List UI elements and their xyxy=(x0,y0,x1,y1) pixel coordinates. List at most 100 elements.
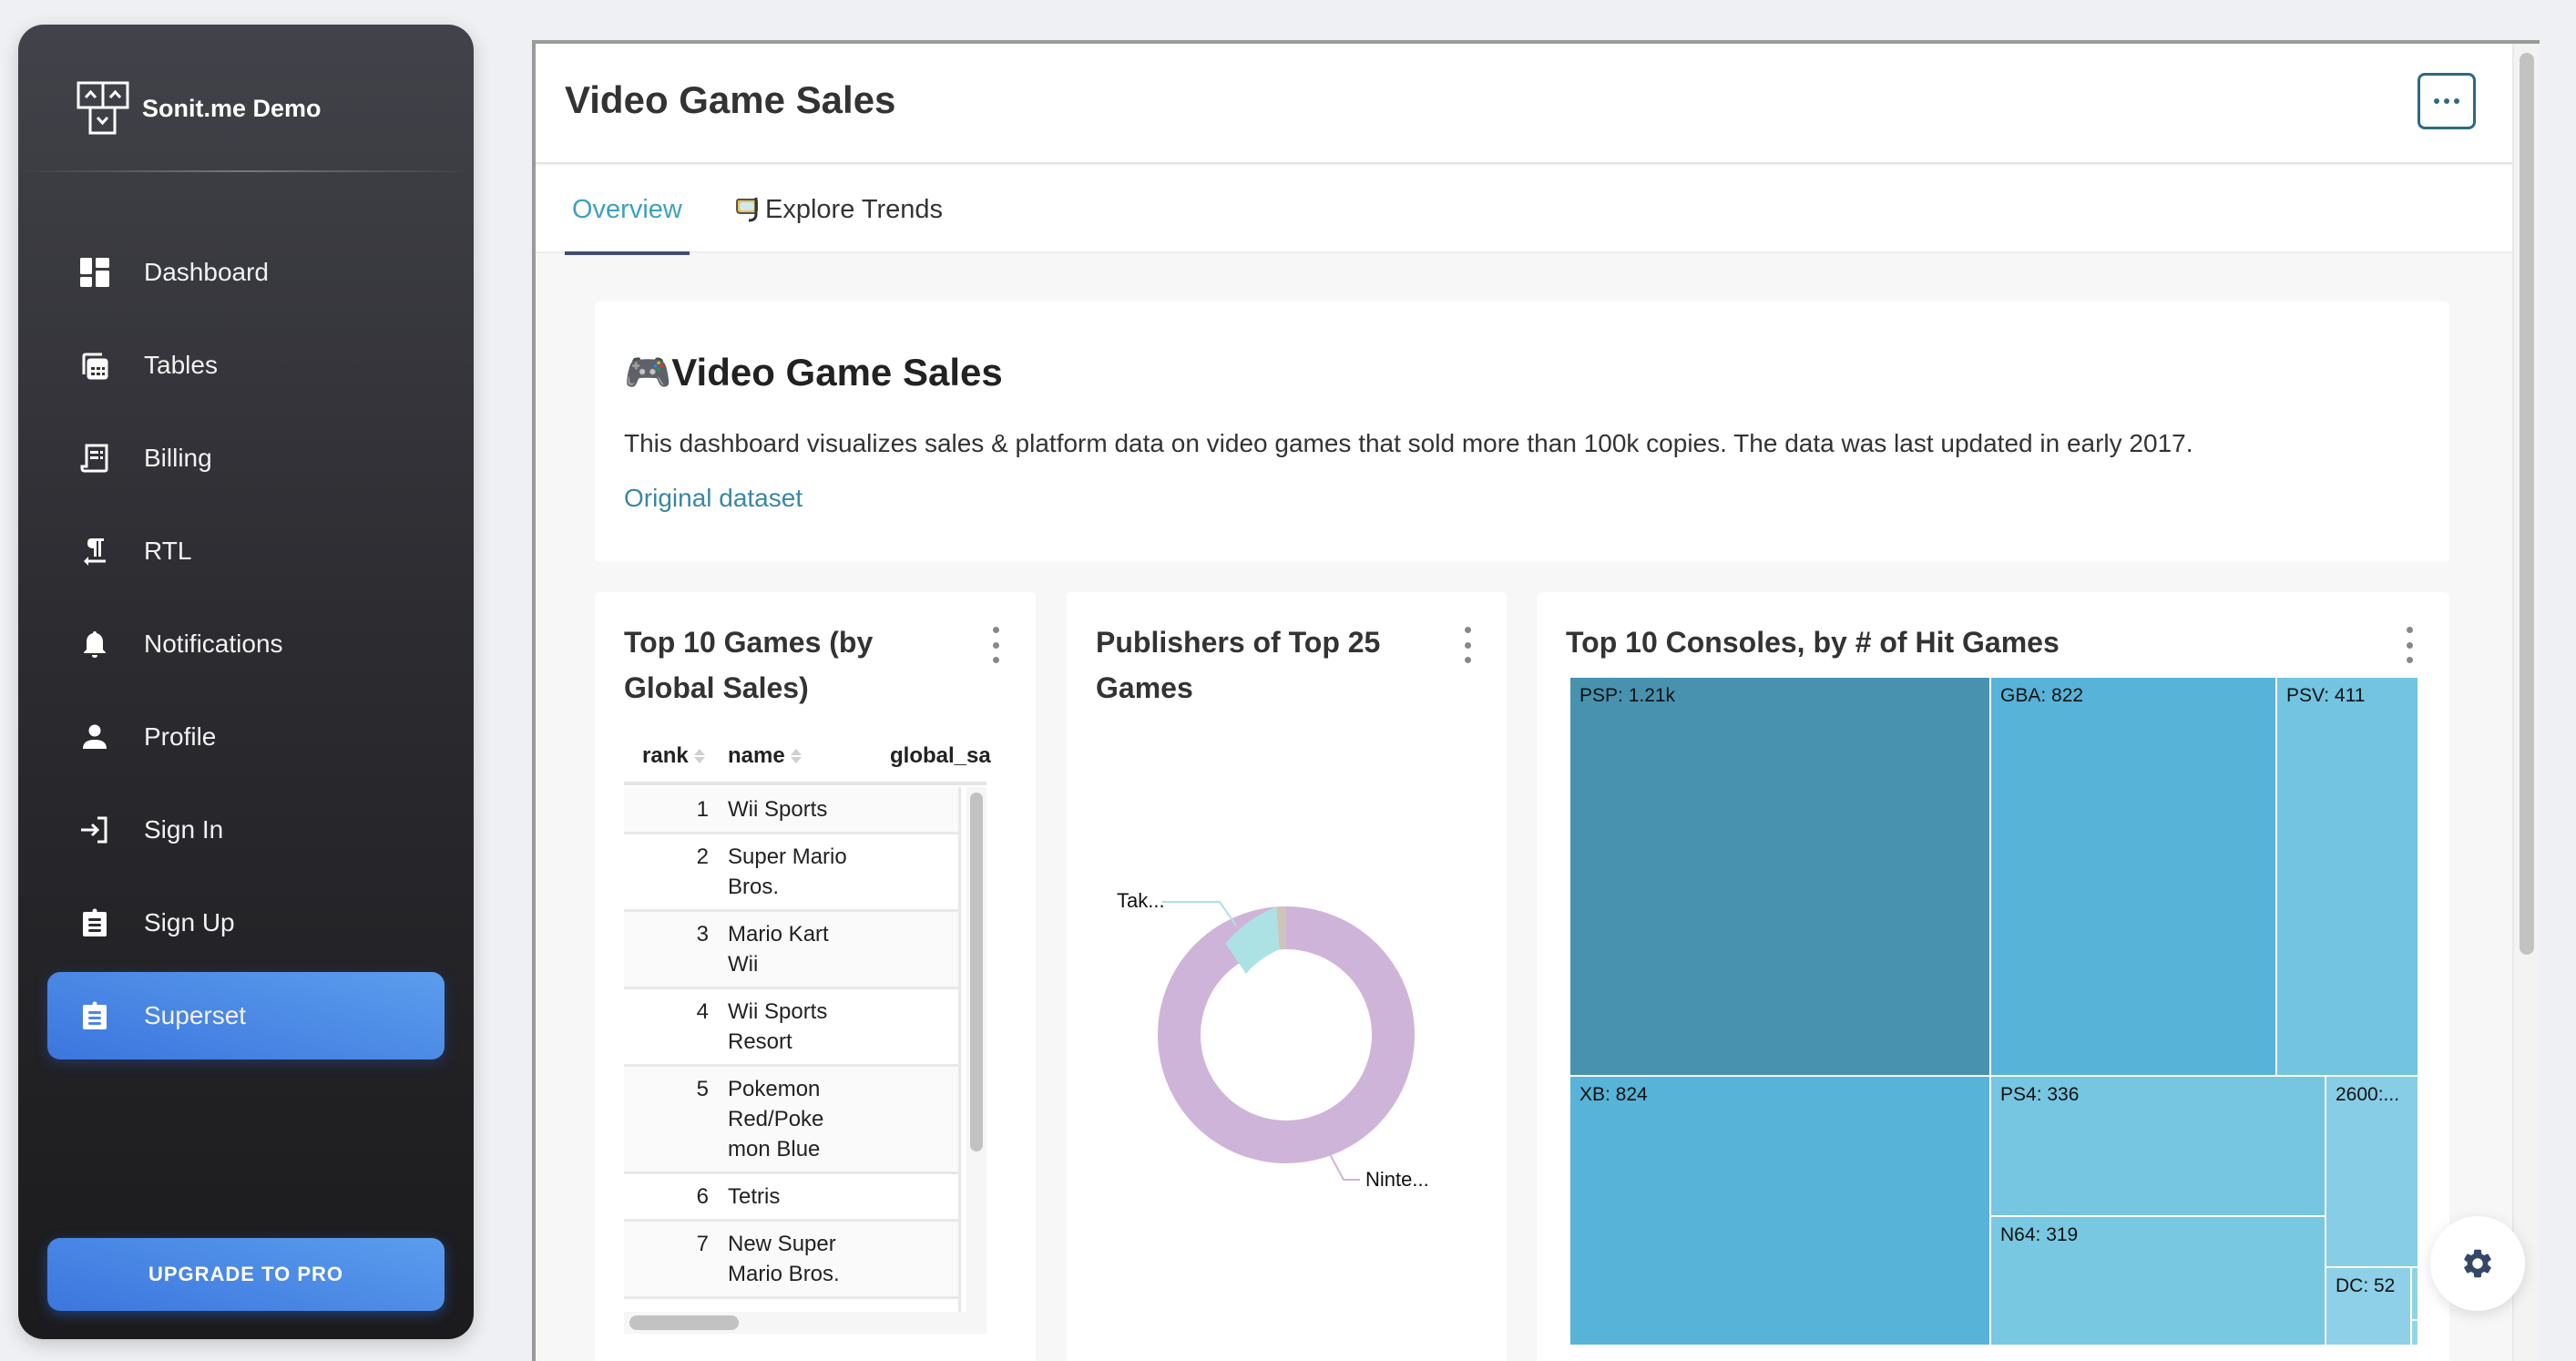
sidebar-item-sign-up[interactable]: Sign Up xyxy=(47,879,445,967)
chart-title: Publishers of Top 25 Games xyxy=(1096,619,1380,711)
original-dataset-link[interactable]: Original dataset xyxy=(624,484,803,512)
sidebar-item-sign-in[interactable]: Sign In xyxy=(47,786,445,874)
sidebar-item-profile[interactable]: Profile xyxy=(47,693,445,781)
name-cell: New Super Mario Bros. xyxy=(728,1232,840,1286)
treemap-cell-dc[interactable]: DC: 52 xyxy=(2325,1266,2412,1346)
consoles-treemap: PSP: 1.21k GBA: 822 PSV: 411 XB: 824 PS4… xyxy=(1569,676,2419,1346)
top-games-card: Top 10 Games (by Global Sales) rank name… xyxy=(595,592,1036,1361)
publishers-donut-chart[interactable] xyxy=(1067,592,1507,1361)
name-cell: Wii Sports Resort xyxy=(728,999,828,1054)
treemap-cell-ps4[interactable]: PS4: 336 xyxy=(1989,1075,2326,1217)
markdown-title: 🎮Video Game Sales xyxy=(624,351,1003,394)
table-body: 1 Wii Sports 2 Super Mario Bros. 3 Mario Ka… xyxy=(624,787,961,1312)
sidebar-item-label: Sign In xyxy=(144,815,224,844)
donut-slice-other xyxy=(1276,906,1286,950)
treemap-cell-2600[interactable]: 2600:... xyxy=(2325,1075,2419,1268)
person-icon xyxy=(78,721,111,753)
treemap-cell-small[interactable] xyxy=(2410,1319,2419,1346)
tab-overview[interactable]: Overview xyxy=(565,166,690,255)
scrollbar-thumb[interactable] xyxy=(970,793,983,1151)
login-icon xyxy=(78,814,111,846)
chart-menu-button[interactable] xyxy=(1458,627,1477,663)
column-label: rank xyxy=(642,743,689,768)
sidebar-item-dashboard[interactable]: Dashboard xyxy=(47,229,445,316)
treemap-cell-psp[interactable]: PSP: 1.21k xyxy=(1569,676,1991,1077)
sidebar-item-superset[interactable]: Superset xyxy=(47,972,445,1059)
sidebar-item-notifications[interactable]: Notifications xyxy=(47,600,445,688)
bell-icon xyxy=(78,628,111,660)
sidebar-item-label: RTL xyxy=(144,537,192,565)
brand-divider xyxy=(18,170,474,172)
sort-icon xyxy=(790,749,802,763)
more-options-button[interactable] xyxy=(2418,73,2476,129)
more-icon-dot xyxy=(2454,98,2459,104)
sidebar-nav: Dashboard Tables Billing RTL Notificatio… xyxy=(47,229,445,1065)
donut-label-nintendo: Ninte... xyxy=(1365,1168,1429,1191)
chart-menu-button[interactable] xyxy=(986,627,1005,663)
diving-mask-icon xyxy=(736,198,758,222)
table-vertical-scrollbar[interactable] xyxy=(966,787,986,1312)
name-cell: Super Mario Bros. xyxy=(728,844,847,899)
scrollbar-thumb[interactable] xyxy=(629,1315,739,1330)
chart-menu-button[interactable] xyxy=(2400,627,2418,663)
rank-cell: 1 xyxy=(696,797,709,822)
page-scrollbar[interactable] xyxy=(2512,44,2540,1361)
brand[interactable]: Sonit.me Demo xyxy=(77,72,322,145)
sidebar-item-label: Dashboard xyxy=(144,258,269,286)
tab-explore-trends[interactable]: Explore Trends xyxy=(736,166,943,253)
rank-cell: 7 xyxy=(696,1232,709,1256)
markdown-card: 🎮Video Game Sales This dashboard visuali… xyxy=(595,302,2449,562)
tab-label: Overview xyxy=(572,194,682,224)
sidebar-item-label: Superset xyxy=(144,1001,247,1029)
donut-slice-nintendo xyxy=(1158,906,1415,1163)
sidebar-item-tables[interactable]: Tables xyxy=(47,322,445,409)
chart-title: Top 10 Consoles, by # of Hit Games xyxy=(1566,626,2060,659)
markdown-description: This dashboard visualizes sales & platfo… xyxy=(624,429,2193,457)
chart-title-line: Top 10 Games (by xyxy=(624,626,874,659)
sidebar: Sonit.me Demo Dashboard Tables Billing xyxy=(18,25,474,1339)
receipt-icon xyxy=(78,442,111,475)
column-header-rank[interactable]: rank xyxy=(642,743,705,769)
chart-title-line: Publishers of Top 25 xyxy=(1096,626,1381,659)
column-label: global_sa xyxy=(890,743,991,768)
clipboard-icon xyxy=(78,906,111,939)
name-cell: Pokemon Red/Pokemon Blue xyxy=(728,1077,824,1161)
sidebar-item-label: Billing xyxy=(144,444,212,472)
page-title: Video Game Sales xyxy=(565,78,896,121)
brand-name: Sonit.me Demo xyxy=(142,94,322,122)
name-cell: Wii Sports xyxy=(728,797,828,822)
treemap-cell-xb[interactable]: XB: 824 xyxy=(1569,1075,1991,1346)
sidebar-item-label: Notifications xyxy=(144,629,283,658)
treemap-cell-psv[interactable]: PSV: 411 xyxy=(2275,676,2419,1077)
table-horizontal-scrollbar[interactable] xyxy=(624,1312,986,1334)
sidebar-item-label: Tables xyxy=(144,351,218,379)
sidebar-item-label: Sign Up xyxy=(144,908,235,936)
table-row: 3 Mario Kart Wii xyxy=(624,912,958,989)
rank-cell: 4 xyxy=(696,999,709,1024)
publishers-card: Publishers of Top 25 Games Tak... Ninte.… xyxy=(1067,592,1507,1361)
rank-cell: 3 xyxy=(696,922,709,947)
donut-label-take-two: Tak... xyxy=(1117,889,1165,912)
rtl-icon xyxy=(78,535,111,568)
upgrade-to-pro-button[interactable]: UPGRADE TO PRO xyxy=(47,1238,445,1311)
more-icon xyxy=(2434,98,2439,104)
column-header-name[interactable]: name xyxy=(728,743,802,769)
sidebar-item-billing[interactable]: Billing xyxy=(47,414,445,502)
treemap-cell-gba[interactable]: GBA: 822 xyxy=(1989,676,2277,1077)
treemap-cell-n64[interactable]: N64: 319 xyxy=(1989,1215,2326,1346)
table-header: rank name global_sa xyxy=(624,731,991,785)
treemap-cell-small[interactable] xyxy=(2410,1266,2419,1321)
dashboard-icon xyxy=(78,256,111,289)
table-row: 7 New Super Mario Bros. xyxy=(624,1222,958,1299)
column-header-global-sales[interactable]: global_sa xyxy=(890,743,991,769)
table-row: 5 Pokemon Red/Pokemon Blue xyxy=(624,1067,958,1174)
sidebar-item-rtl[interactable]: RTL xyxy=(47,507,445,595)
sidebar-item-label: Profile xyxy=(144,722,217,751)
settings-button[interactable] xyxy=(2430,1216,2525,1311)
page-scrollbar-thumb[interactable] xyxy=(2520,53,2534,955)
name-cell: Tetris xyxy=(728,1184,781,1209)
rank-cell: 6 xyxy=(696,1184,709,1209)
consoles-card: Top 10 Consoles, by # of Hit Games PSP: … xyxy=(1537,592,2449,1361)
gear-icon xyxy=(2464,1249,2491,1278)
column-label: name xyxy=(728,743,785,768)
